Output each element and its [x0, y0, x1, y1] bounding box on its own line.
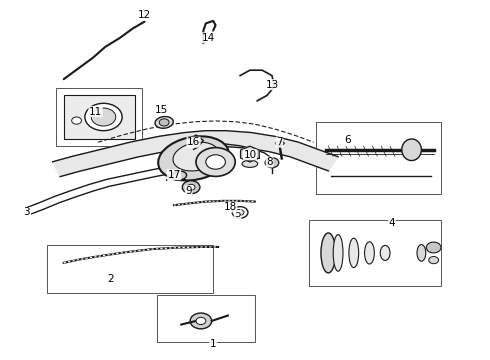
- Ellipse shape: [380, 246, 390, 260]
- Text: 4: 4: [389, 218, 395, 228]
- Circle shape: [236, 210, 244, 215]
- Circle shape: [206, 155, 225, 169]
- Ellipse shape: [333, 235, 343, 271]
- Text: 1: 1: [210, 339, 217, 349]
- Ellipse shape: [158, 136, 229, 180]
- Circle shape: [187, 184, 195, 190]
- Circle shape: [232, 207, 248, 218]
- Circle shape: [159, 119, 169, 126]
- Text: 7: 7: [276, 137, 283, 147]
- Text: 15: 15: [155, 105, 169, 115]
- Ellipse shape: [321, 233, 336, 273]
- Text: 17: 17: [167, 170, 181, 180]
- Text: 3: 3: [24, 207, 30, 217]
- Text: 8: 8: [266, 157, 273, 167]
- Ellipse shape: [349, 238, 359, 267]
- Bar: [309, 220, 441, 286]
- Ellipse shape: [417, 244, 426, 261]
- Text: 6: 6: [344, 135, 351, 145]
- Bar: [316, 122, 441, 194]
- Polygon shape: [241, 146, 259, 162]
- Circle shape: [182, 181, 200, 194]
- Bar: [157, 295, 255, 342]
- Text: 5: 5: [234, 209, 241, 219]
- Text: 14: 14: [201, 33, 215, 43]
- Text: 16: 16: [187, 137, 200, 147]
- Circle shape: [85, 103, 122, 131]
- Bar: [64, 95, 135, 139]
- Text: 12: 12: [138, 10, 151, 20]
- Ellipse shape: [365, 242, 374, 264]
- Text: 11: 11: [89, 107, 102, 117]
- Ellipse shape: [171, 171, 187, 180]
- Text: 2: 2: [107, 274, 114, 284]
- Circle shape: [265, 158, 279, 168]
- Text: 10: 10: [244, 150, 256, 160]
- Circle shape: [426, 242, 441, 253]
- Text: 9: 9: [185, 186, 192, 196]
- Text: 13: 13: [265, 80, 279, 90]
- Circle shape: [190, 313, 212, 329]
- Ellipse shape: [242, 160, 258, 167]
- Bar: [47, 245, 213, 293]
- Ellipse shape: [275, 141, 284, 145]
- Ellipse shape: [173, 142, 219, 171]
- Ellipse shape: [402, 139, 421, 161]
- Text: 18: 18: [223, 202, 237, 212]
- Circle shape: [196, 318, 206, 325]
- Circle shape: [429, 256, 439, 264]
- Bar: [56, 88, 142, 146]
- Ellipse shape: [155, 117, 173, 128]
- Circle shape: [91, 108, 116, 126]
- Polygon shape: [52, 131, 338, 177]
- Circle shape: [72, 117, 81, 124]
- Circle shape: [196, 148, 235, 176]
